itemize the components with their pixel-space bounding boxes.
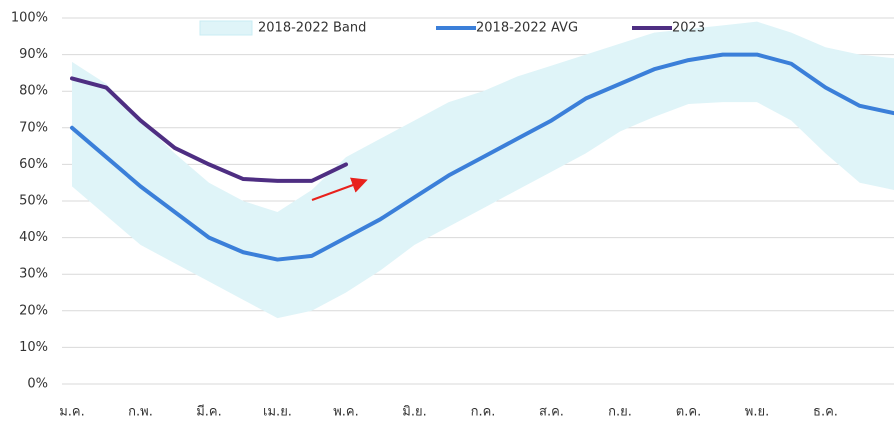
arrow bbox=[311, 177, 368, 201]
band bbox=[72, 21, 894, 319]
y-tick-label: 70% bbox=[19, 120, 48, 135]
y-tick-label: 0% bbox=[27, 377, 48, 392]
x-tick-label: มี.ค. bbox=[196, 404, 222, 420]
y-tick-label: 100% bbox=[11, 11, 48, 26]
x-tick-label: ก.พ. bbox=[128, 405, 153, 420]
x-tick-label: มิ.ย. bbox=[402, 405, 426, 420]
y-tick-label: 60% bbox=[19, 157, 48, 172]
y-tick-label: 30% bbox=[19, 267, 48, 282]
y-tick-label: 50% bbox=[19, 194, 48, 209]
x-tick-label: ก.ค. bbox=[471, 405, 496, 420]
x-tick-label: พ.ค. bbox=[333, 405, 359, 420]
x-tick-label: ม.ค. bbox=[59, 405, 85, 420]
x-tick-label: ธ.ค. bbox=[813, 405, 838, 420]
y-tick-label: 20% bbox=[19, 303, 48, 318]
y-tick-label: 90% bbox=[19, 47, 48, 62]
y-tick-label: 40% bbox=[19, 230, 48, 245]
x-tick-label: ต.ค. bbox=[676, 405, 701, 420]
y-tick-label: 10% bbox=[19, 340, 48, 355]
line-series bbox=[70, 76, 348, 183]
line-series bbox=[70, 52, 894, 262]
legend-label: 2018-2022 Band bbox=[258, 21, 366, 36]
legend-label: 2023 bbox=[672, 21, 705, 36]
x-tick-label: พ.ย. bbox=[745, 405, 769, 420]
y-tick-label: 80% bbox=[19, 84, 48, 99]
legend-label: 2018-2022 AVG bbox=[476, 21, 578, 36]
x-tick-label: เม.ย. bbox=[263, 405, 292, 420]
legend-swatch bbox=[199, 20, 253, 36]
x-tick-label: ส.ค. bbox=[539, 405, 564, 420]
x-tick-label: ก.ย. bbox=[608, 405, 632, 420]
